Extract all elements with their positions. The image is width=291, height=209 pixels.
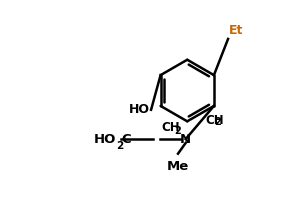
Text: HO: HO [129,103,150,116]
Text: CH: CH [161,121,180,134]
Text: C: C [121,133,131,145]
Text: Et: Et [229,24,243,37]
Text: HO: HO [94,133,116,145]
Text: 2: 2 [214,117,221,127]
Text: 2: 2 [175,126,181,136]
Text: 2: 2 [116,141,124,151]
Text: N: N [180,133,191,145]
Text: CH: CH [205,114,224,127]
Text: Me: Me [167,160,189,173]
